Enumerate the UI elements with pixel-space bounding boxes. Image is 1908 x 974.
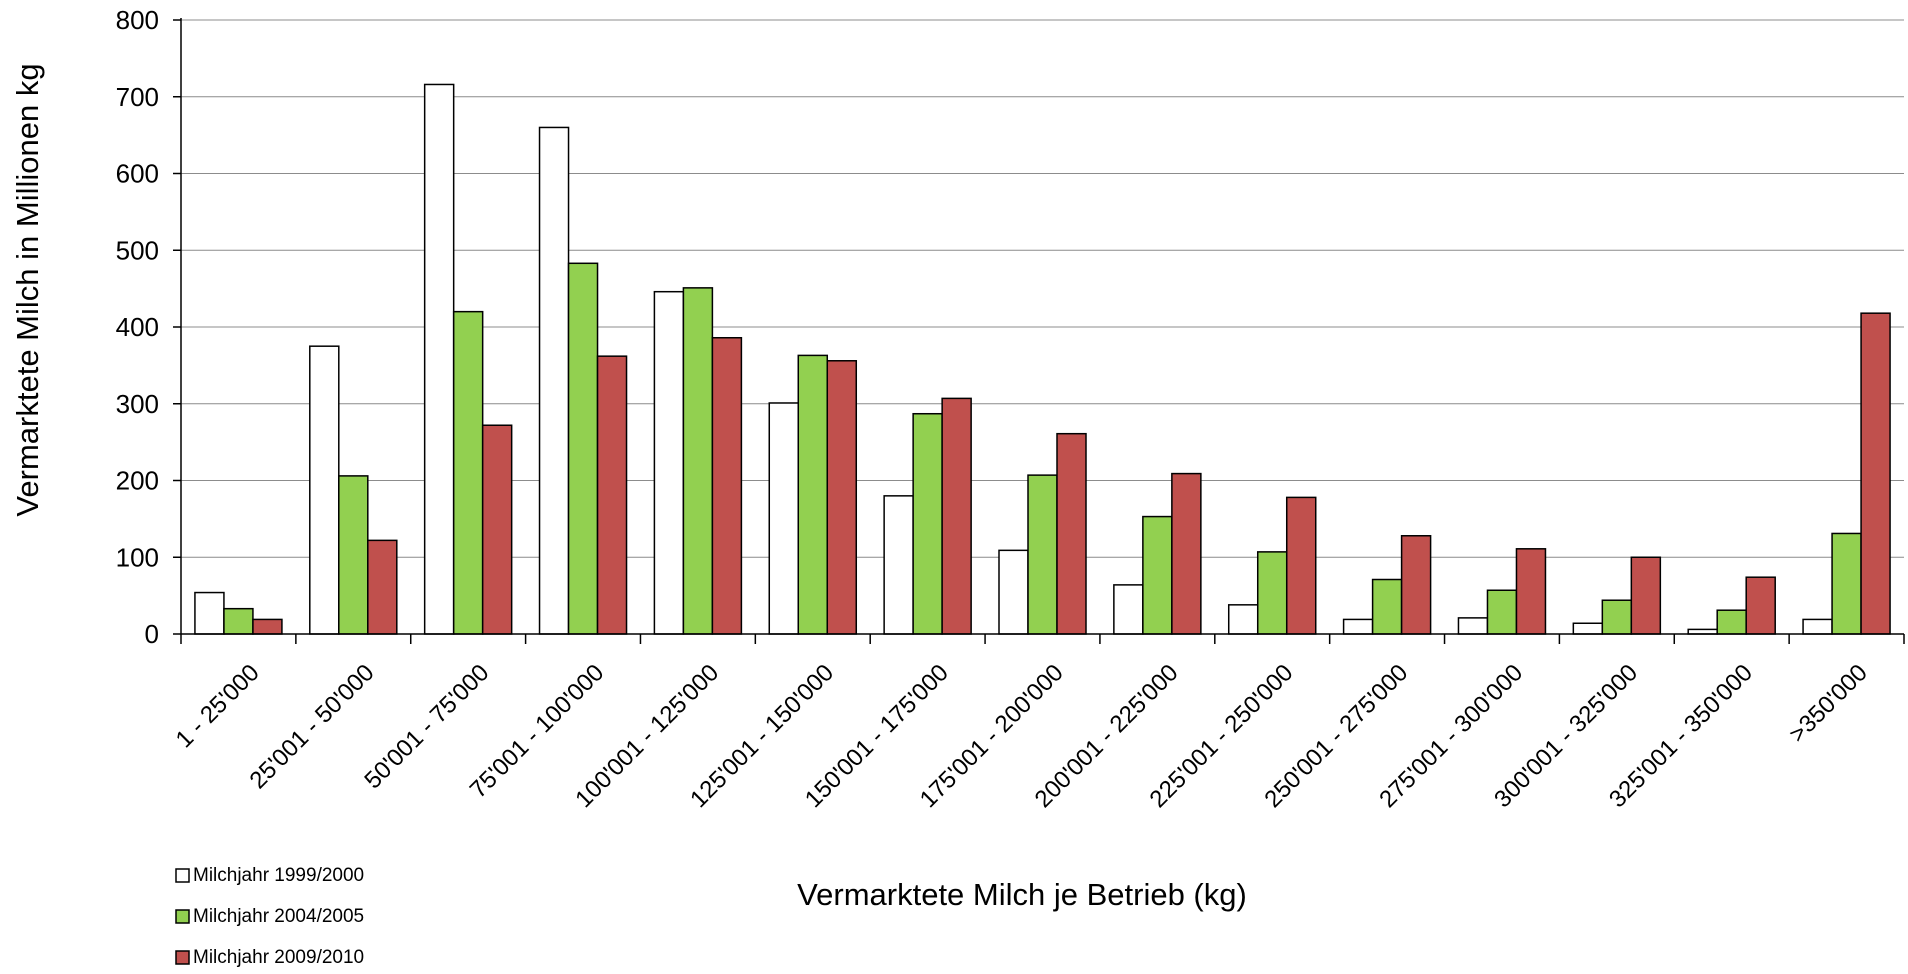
bar — [1027, 474, 1058, 635]
axes — [173, 18, 1905, 644]
y-tick-label: 800 — [116, 5, 159, 35]
bar — [596, 355, 628, 635]
y-tick-label: 300 — [116, 389, 159, 419]
y-tick-label: 600 — [116, 159, 159, 189]
bar — [883, 495, 914, 635]
bar — [1860, 312, 1891, 635]
bar — [1486, 589, 1518, 635]
legend-swatch — [175, 909, 190, 924]
bar — [1113, 584, 1144, 635]
bar — [826, 360, 858, 635]
x-tick-label: 1 - 25'000 — [171, 659, 265, 753]
bar — [1342, 618, 1374, 635]
legend: Milchjahr 1999/2000 Milchjahr 2004/2005 Mi… — [175, 865, 364, 968]
y-axis-title: Vermarktete Milch in Millionen kg — [10, 63, 45, 516]
bar — [1601, 599, 1633, 635]
bar — [309, 345, 340, 635]
y-tick-labels: 0 100 200 300 400 500 600 700 800 — [116, 5, 159, 649]
bar — [1285, 496, 1317, 635]
y-tick-label: 100 — [116, 542, 159, 572]
bar — [423, 83, 455, 635]
legend-label: Milchjahr 1999/2000 — [193, 865, 364, 886]
bar — [998, 549, 1029, 635]
legend-label: Milchjahr 2009/2010 — [193, 947, 364, 968]
legend-swatch — [175, 950, 190, 965]
bar — [1142, 515, 1173, 635]
bar — [1515, 548, 1547, 635]
bar — [1056, 432, 1087, 635]
bar — [1630, 556, 1662, 635]
bar — [338, 475, 369, 635]
bar — [1457, 617, 1489, 635]
bar — [797, 354, 829, 635]
bar — [1256, 551, 1288, 635]
legend-label: Milchjahr 2004/2005 — [193, 906, 364, 927]
bars — [194, 83, 1891, 635]
bar — [194, 591, 225, 635]
bar — [912, 412, 943, 635]
bar — [941, 397, 972, 635]
bar — [711, 336, 743, 635]
legend-swatch — [175, 868, 190, 883]
bar — [1572, 622, 1604, 635]
bar — [1716, 609, 1747, 635]
bar — [481, 424, 513, 635]
bar — [452, 310, 484, 635]
y-tick-label: 200 — [116, 466, 159, 496]
y-tick-label: 700 — [116, 82, 159, 112]
bar — [367, 539, 398, 635]
bar — [682, 287, 714, 635]
bar — [653, 290, 685, 635]
bar — [768, 402, 800, 635]
bar — [1371, 578, 1403, 635]
bar — [538, 126, 570, 635]
x-axis-title: Vermarktete Milch je Betrieb (kg) — [797, 877, 1247, 912]
bar — [1831, 532, 1862, 635]
x-tick-label: >350'000 — [1784, 659, 1873, 748]
y-tick-label: 0 — [145, 619, 159, 649]
y-tick-label: 400 — [116, 312, 159, 342]
bar — [567, 262, 599, 635]
bar — [1802, 618, 1833, 635]
bar — [223, 607, 254, 635]
bar — [1400, 535, 1432, 635]
y-tick-label: 500 — [116, 235, 159, 265]
bar — [1745, 576, 1776, 635]
bar — [1227, 604, 1259, 635]
bar — [1171, 472, 1202, 635]
bar — [252, 618, 283, 635]
